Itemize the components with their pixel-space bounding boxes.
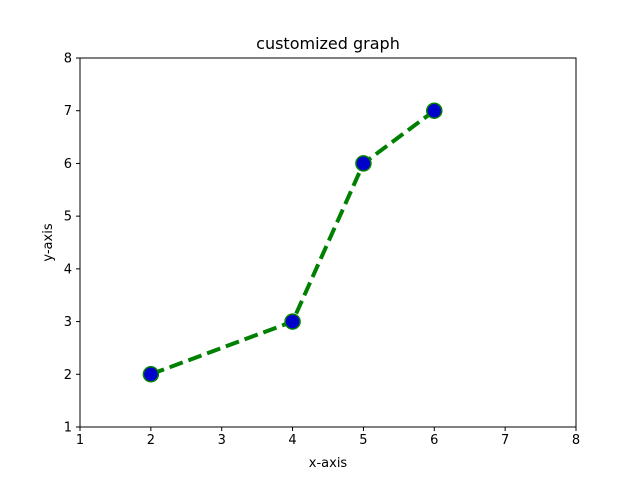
- y-tick-label: 4: [64, 262, 72, 277]
- series-line: [150, 109, 436, 377]
- data-point-marker: [284, 313, 301, 330]
- y-tick-label: 3: [64, 315, 72, 330]
- series-layer: [142, 102, 443, 383]
- chart-title: customized graph: [256, 34, 400, 53]
- y-tick-label: 8: [64, 52, 72, 67]
- x-tick-label: 1: [76, 433, 84, 448]
- y-tick-label: 1: [64, 421, 72, 436]
- data-point-marker: [142, 366, 160, 383]
- y-tick-label: 2: [64, 368, 72, 383]
- x-axis-ticks: 1 2 3 4 5 6 7 8: [76, 427, 580, 448]
- x-tick-label: 7: [501, 433, 509, 448]
- x-tick-label: 5: [359, 433, 367, 448]
- x-tick-label: 8: [572, 433, 580, 448]
- x-tick-label: 6: [430, 433, 438, 448]
- x-tick-label: 4: [288, 433, 296, 448]
- y-axis-ticks: 1 2 3 4 5 6 7 8: [64, 52, 80, 436]
- y-tick-label: 5: [64, 210, 72, 225]
- y-tick-label: 7: [64, 104, 72, 119]
- y-axis-title: y-axis: [41, 223, 56, 261]
- x-tick-label: 3: [218, 433, 226, 448]
- x-axis-title: x-axis: [309, 456, 348, 471]
- plot-area-frame: [79, 57, 577, 428]
- data-point-marker: [426, 102, 443, 119]
- x-tick-label: 2: [147, 433, 155, 448]
- data-point-marker: [355, 155, 372, 172]
- y-tick-label: 6: [64, 157, 72, 172]
